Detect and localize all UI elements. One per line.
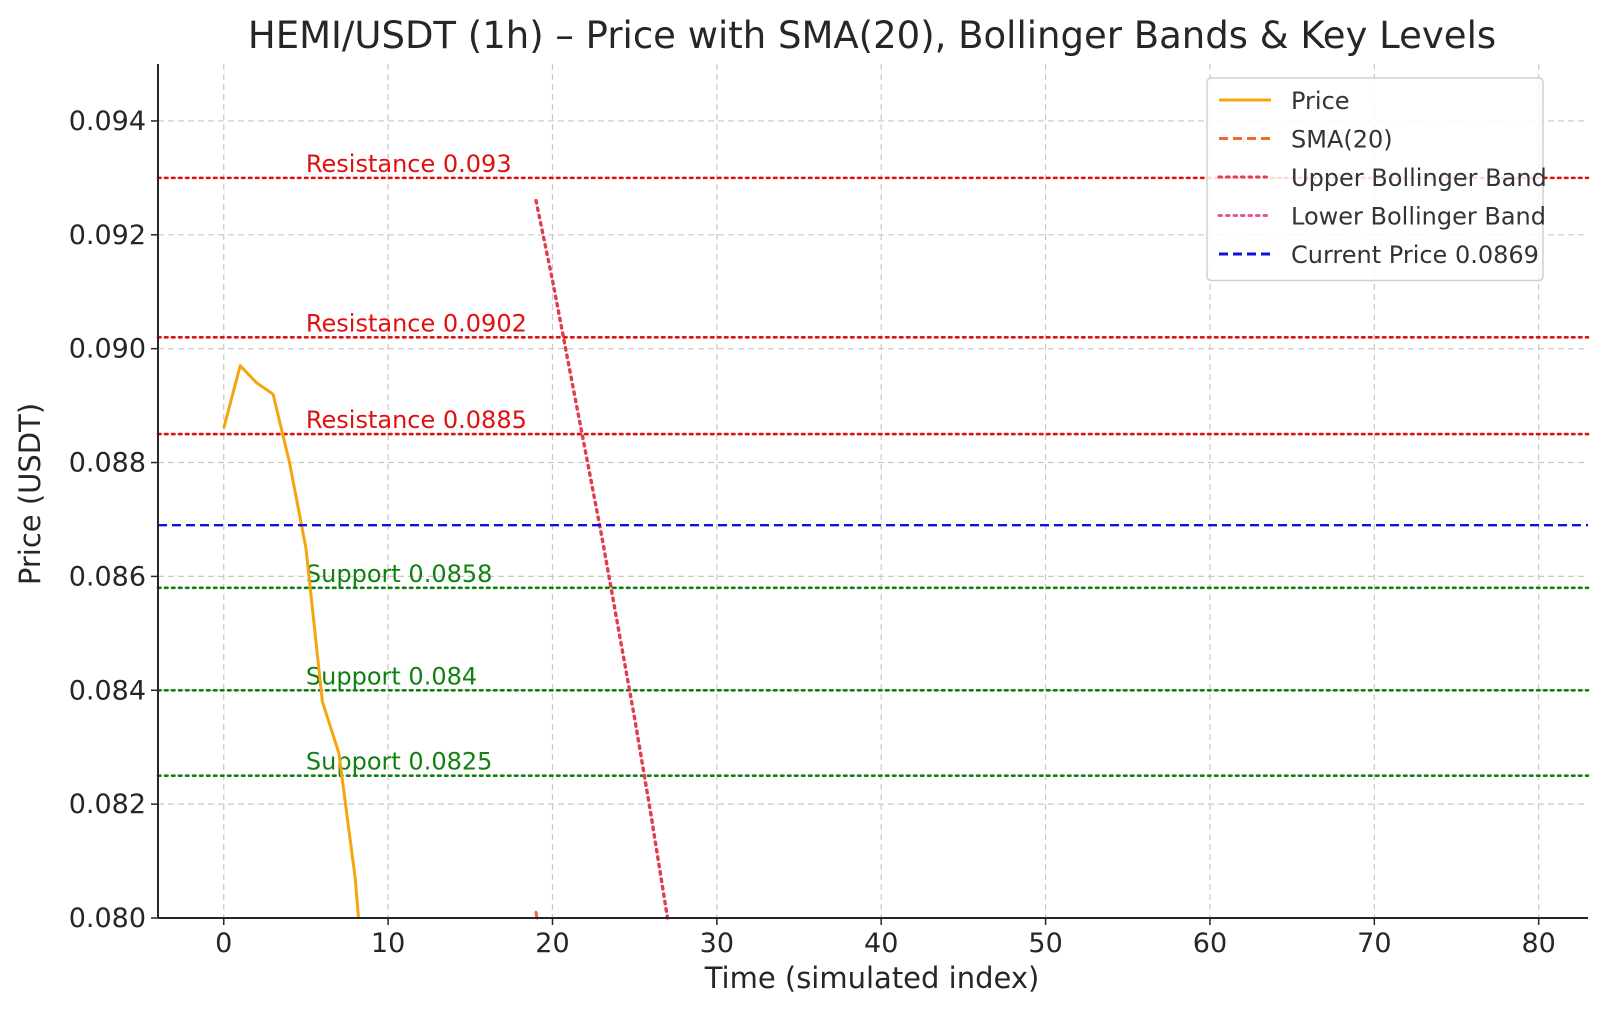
x-tick-label: 40 <box>864 928 898 959</box>
x-tick-label: 0 <box>215 928 232 959</box>
legend-box <box>1206 77 1544 282</box>
support-level-label: Support 0.084 <box>306 662 477 690</box>
series-line-3 <box>534 198 670 920</box>
resistance-level-label: Resistance 0.0902 <box>306 309 527 337</box>
x-tick-label: 10 <box>371 928 405 959</box>
legend: Price SMA(20) Upper Bollinger Band Lower Bo… <box>1206 77 1547 282</box>
x-tick-label: 60 <box>1193 928 1227 959</box>
resistance-level-label: Resistance 0.093 <box>306 150 512 178</box>
axes <box>157 64 1588 919</box>
y-tick-label: 0.082 <box>69 789 146 820</box>
x-tick-label: 50 <box>1028 928 1062 959</box>
resistance-level-label: Resistance 0.0885 <box>306 406 527 434</box>
support-level-label: Support 0.0858 <box>306 560 492 588</box>
y-tick-label: 0.094 <box>69 106 146 137</box>
legend-entry-label: Current Price 0.0869 <box>1291 241 1539 269</box>
y-tick-label: 0.090 <box>69 334 146 365</box>
y-tick-label: 0.086 <box>69 561 146 592</box>
legend-entry-label: SMA(20) <box>1291 126 1393 154</box>
y-tick-label: 0.080 <box>69 903 146 934</box>
support-level-label: Support 0.0825 <box>306 748 492 776</box>
x-tick-label: 70 <box>1357 928 1391 959</box>
x-tick-label: 30 <box>700 928 734 959</box>
chart-title: HEMI/USDT (1h) – Price with SMA(20), Bol… <box>248 14 1496 57</box>
y-tick-label: 0.088 <box>69 448 146 479</box>
series-line-1 <box>222 364 360 919</box>
y-tick-label: 0.092 <box>69 220 146 251</box>
x-axis-label: Time (simulated index) <box>704 961 1040 995</box>
ticks: 0 10 20 30 40 50 60 70 80 0.080 0.082 0.084 0.086 0.0… <box>69 106 1556 959</box>
x-tick-label: 20 <box>535 928 569 959</box>
key-levels: Resistance 0.093 Resistance 0.0902 Resista… <box>156 150 1590 777</box>
legend-entry-label: Price <box>1291 87 1350 115</box>
x-tick-label: 80 <box>1522 928 1556 959</box>
y-axis-label: Price (USDT) <box>13 403 47 585</box>
y-tick-label: 0.084 <box>69 675 146 706</box>
legend-entry-label: Lower Bollinger Band <box>1291 203 1546 231</box>
legend-entry-label: Upper Bollinger Band <box>1291 164 1547 192</box>
